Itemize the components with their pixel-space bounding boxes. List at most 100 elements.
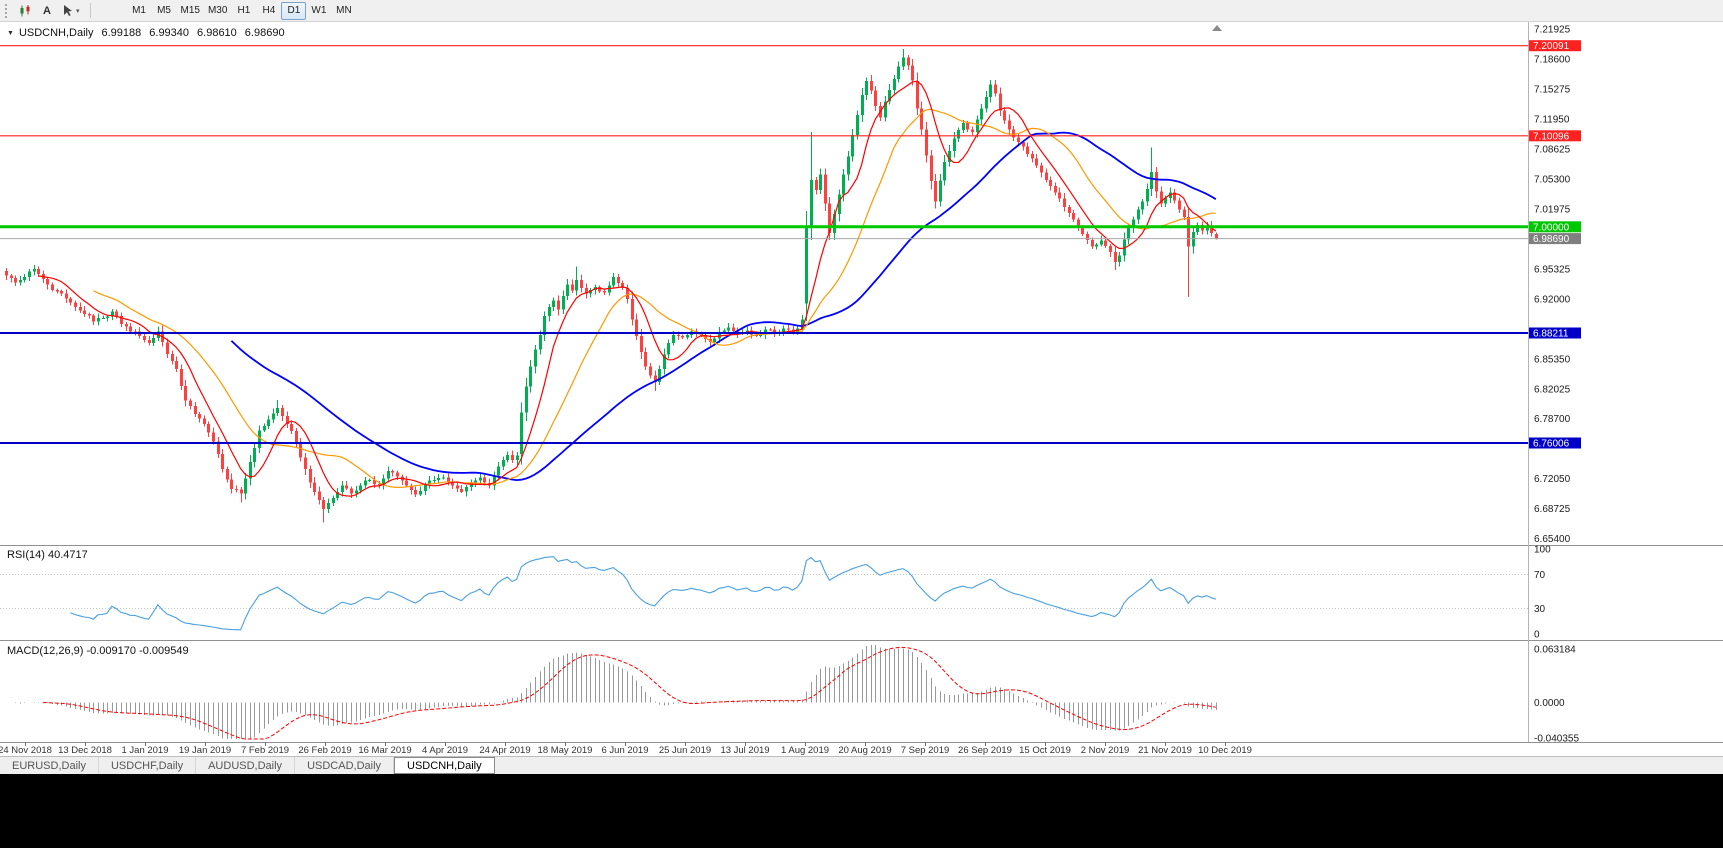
timeframe-m1-button[interactable]: M1 <box>132 5 146 16</box>
price-line-label-box <box>1529 233 1581 245</box>
price-line-label-box <box>1529 130 1581 142</box>
chart-window-button[interactable] <box>14 2 36 20</box>
date-axis-label: 18 May 2019 <box>538 745 593 756</box>
date-axis-label: 4 Apr 2019 <box>422 745 468 756</box>
bottom-filler <box>0 774 1723 848</box>
date-axis-label: 10 Dec 2019 <box>1198 745 1252 756</box>
price-axis-tick: 6.95325 <box>1534 264 1571 275</box>
price-axis-tick: 6.82025 <box>1534 384 1571 395</box>
date-axis-label: 7 Sep 2019 <box>901 745 950 756</box>
cursor-tool-button[interactable]: ▾ <box>58 2 84 20</box>
macd-axis-tick: -0.040355 <box>1534 734 1579 745</box>
price-axis-tick: 7.05300 <box>1534 175 1571 186</box>
timeframe-d1-button[interactable]: D1 <box>281 1 307 20</box>
plot-layer <box>0 45 1528 740</box>
top-toolbar: A ▾ M1 M5 M15 M30 H1 H4 D1 W1 MN <box>0 0 1723 22</box>
ma-8-line <box>38 80 1217 497</box>
price-line-label-box <box>1529 40 1581 52</box>
macd-indicator-label: MACD(12,26,9) -0.009170 -0.009549 <box>7 645 189 657</box>
price-axis-tick: 7.01975 <box>1534 205 1571 216</box>
price-axis-tick: 7.08625 <box>1534 145 1571 156</box>
ma-50-line <box>230 131 1217 482</box>
toolbar-separator <box>89 3 91 18</box>
date-axis-label: 24 Apr 2019 <box>479 745 530 756</box>
ohlc-low: 6.98610 <box>197 27 237 39</box>
date-axis-label: 26 Sep 2019 <box>958 745 1012 756</box>
date-axis-label: 13 Dec 2018 <box>58 745 112 756</box>
symbol-title: USDCNH,Daily <box>18 27 94 39</box>
chart-tab-usdcad[interactable]: USDCAD,Daily <box>295 757 395 774</box>
price-line-label-box <box>1529 327 1581 339</box>
date-axis-label: 1 Aug 2019 <box>781 745 829 756</box>
ma-20-line <box>93 108 1216 489</box>
rsi-axis-tick: 0 <box>1534 630 1540 641</box>
price-line-label: 6.98690 <box>1533 234 1570 245</box>
date-axis-label: 19 Jan 2019 <box>179 745 231 756</box>
ohlc-open: 6.99188 <box>101 27 142 39</box>
price-axis-tick: 6.92000 <box>1534 294 1571 305</box>
timeframe-h1-button[interactable]: H1 <box>237 5 251 16</box>
candlestick-chart-icon <box>20 4 30 16</box>
price-line-label: 7.10096 <box>1533 131 1570 142</box>
timeframe-h4-button[interactable]: H4 <box>262 5 276 16</box>
price-axis-tick: 6.65400 <box>1534 534 1571 545</box>
rsi-axis-tick: 100 <box>1534 545 1551 556</box>
chart-area[interactable]: 7.21925 7.18600 7.15275 7.11950 7.08625 7.053… <box>0 22 1723 756</box>
macd-axis-tick: 0.063184 <box>1534 645 1576 656</box>
timeframe-m15-button[interactable]: M15 <box>180 5 200 16</box>
dropdown-caret-icon[interactable]: ▾ <box>76 7 80 15</box>
date-axis-label: 20 Aug 2019 <box>838 745 891 756</box>
symbol-info: ▼ USDCNH,Daily 6.99188 6.99340 6.98610 6… <box>7 27 285 39</box>
ohlc-close: 6.98690 <box>244 27 285 39</box>
chart-tab-usdchf[interactable]: USDCHF,Daily <box>98 757 197 774</box>
chart-tab-usdcnh[interactable]: USDCNH,Daily <box>394 757 495 774</box>
date-axis-label: 16 Mar 2019 <box>358 745 411 756</box>
timeframe-mn-button[interactable]: MN <box>336 5 352 16</box>
date-axis-label: 24 Nov 2018 <box>0 745 52 756</box>
ohlc-high: 6.99340 <box>149 27 190 39</box>
macd-signal-line <box>42 646 1216 740</box>
price-axis-tick: 6.85350 <box>1534 354 1571 365</box>
candles-layer <box>5 48 1218 523</box>
timeframe-w1-button[interactable]: W1 <box>311 5 327 16</box>
price-axis-tick: 7.15275 <box>1534 85 1571 96</box>
date-axis-label: 15 Oct 2019 <box>1019 745 1071 756</box>
date-axis-label: 26 Feb 2019 <box>298 745 351 756</box>
chart-tab-eurusd[interactable]: EURUSD,Daily <box>0 757 99 774</box>
price-line-label: 6.88211 <box>1533 329 1569 340</box>
price-line-label: 6.76006 <box>1533 439 1570 450</box>
timeframe-m30-button[interactable]: M30 <box>207 5 228 16</box>
rsi-indicator-label: RSI(14) 40.4717 <box>7 549 88 561</box>
price-axis-tick: 7.21925 <box>1534 25 1571 36</box>
macd-axis-tick: 0.0000 <box>1534 698 1565 709</box>
date-axis-label: 21 Nov 2019 <box>1138 745 1192 756</box>
price-axis-tick: 7.18600 <box>1534 55 1571 66</box>
price-line-label-box <box>1529 437 1581 449</box>
price-chart-svg[interactable]: 7.21925 7.18600 7.15275 7.11950 7.08625 7.053… <box>0 22 1723 756</box>
rsi-line <box>70 556 1216 631</box>
toolbar-grip[interactable] <box>5 3 9 18</box>
chart-tabs-bar: EURUSD,Daily USDCHF,Daily AUDUSD,Daily USDC… <box>0 756 1723 774</box>
price-line-label: 7.00000 <box>1533 222 1570 233</box>
rsi-axis-tick: 30 <box>1534 604 1546 615</box>
date-axis-label: 6 Jun 2019 <box>601 745 648 756</box>
price-axis-tick: 6.72050 <box>1534 474 1571 485</box>
date-axis-label: 13 Jul 2019 <box>720 745 769 756</box>
price-axis-tick: 7.11950 <box>1534 115 1570 126</box>
price-line-label: 7.20091 <box>1533 41 1570 52</box>
cursor-arrow-icon <box>64 5 72 16</box>
date-axis-label: 25 Jun 2019 <box>659 745 711 756</box>
macd-histogram <box>11 645 1217 739</box>
price-axis-tick: 6.68725 <box>1534 504 1571 515</box>
price-axis-tick: 6.78700 <box>1534 414 1571 425</box>
date-axis-label: 7 Feb 2019 <box>241 745 289 756</box>
rsi-axis-tick: 70 <box>1534 570 1546 581</box>
timeframe-m5-button[interactable]: M5 <box>157 5 171 16</box>
date-axis-label: 2 Nov 2019 <box>1081 745 1130 756</box>
text-tool-button[interactable]: A <box>43 4 51 17</box>
date-axis-label: 1 Jan 2019 <box>121 745 168 756</box>
price-line-label-box <box>1529 221 1581 233</box>
chart-tab-audusd[interactable]: AUDUSD,Daily <box>196 757 296 774</box>
collapse-arrow-icon[interactable]: ▼ <box>7 29 14 37</box>
chart-shift-marker[interactable] <box>1212 25 1222 31</box>
